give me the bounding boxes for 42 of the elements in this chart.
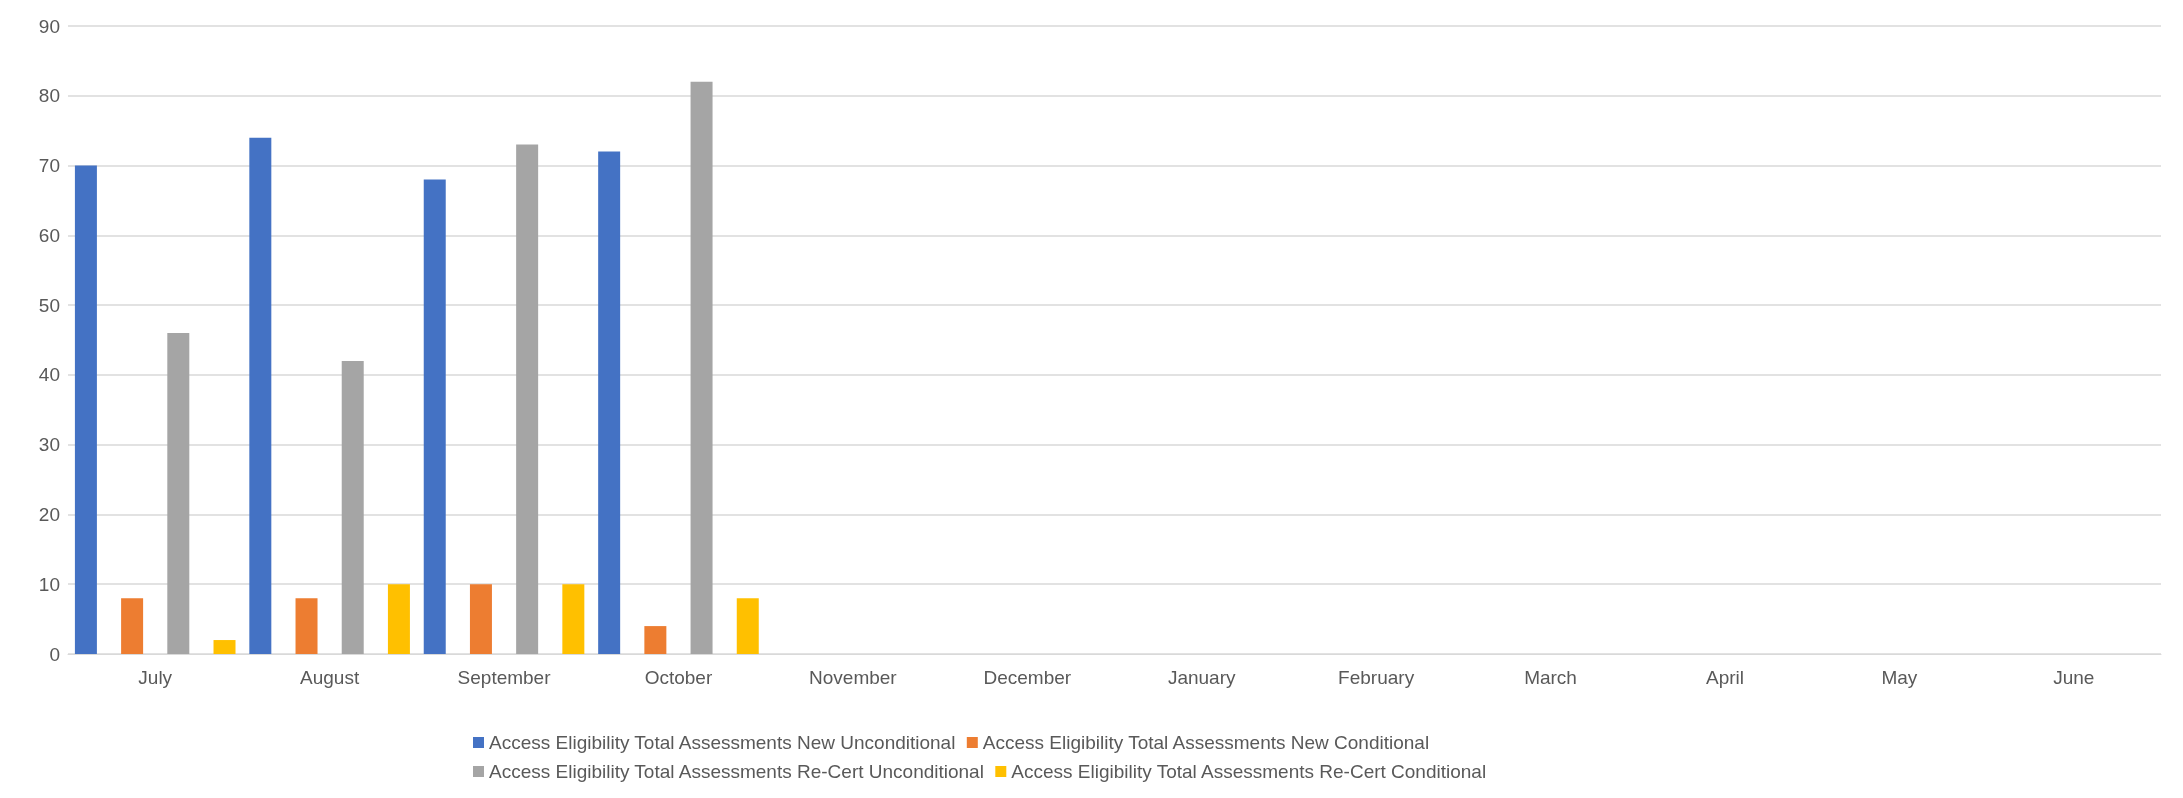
bar — [690, 81, 713, 654]
y-tick-label: 80 — [38, 85, 60, 107]
y-tick-label: 10 — [38, 573, 60, 595]
bar — [121, 598, 144, 654]
bar — [423, 179, 446, 654]
x-tick-label: May — [1881, 667, 1918, 688]
x-tick-label: October — [644, 667, 713, 688]
y-tick-label: 50 — [38, 294, 60, 316]
bar — [213, 640, 236, 654]
y-tick-label: 70 — [38, 155, 60, 177]
y-tick-label: 60 — [38, 224, 60, 246]
x-tick-label: July — [138, 667, 173, 688]
bar — [387, 584, 410, 654]
bar — [516, 144, 539, 654]
bar — [341, 360, 364, 654]
y-tick-label: 30 — [38, 434, 60, 456]
x-tick-label: April — [1705, 667, 1744, 688]
x-tick-label: November — [809, 667, 898, 688]
bar — [598, 151, 621, 654]
bar — [74, 165, 97, 654]
bar — [295, 598, 318, 654]
x-tick-label: March — [1524, 667, 1577, 688]
x-tick-label: June — [2053, 667, 2095, 688]
y-tick-label: 40 — [38, 364, 60, 386]
x-tick-label: August — [300, 667, 360, 688]
bar — [167, 333, 190, 654]
legend-label: Access Eligibility Total Assessments New Unconditional — [489, 732, 956, 753]
legend-label: Access Eligibility Total Assessments Re-Cert Unconditional — [489, 761, 984, 782]
bar — [736, 598, 759, 654]
x-tick-label: September — [457, 667, 552, 688]
bar — [644, 626, 667, 654]
bar — [562, 584, 585, 654]
bar — [469, 584, 492, 654]
legend-label: Access Eligibility Total Assessments New Conditional — [982, 732, 1430, 753]
x-tick-label: February — [1338, 667, 1415, 688]
x-tick-label: December — [983, 667, 1072, 688]
y-tick-label: 90 — [38, 15, 60, 37]
y-tick-label: 20 — [38, 503, 60, 525]
legend-label: Access Eligibility Total Assessments Re-Cert Conditional — [1011, 761, 1487, 782]
bar — [249, 137, 272, 654]
x-tick-label: January — [1167, 667, 1236, 688]
y-tick-label: 0 — [49, 643, 60, 665]
